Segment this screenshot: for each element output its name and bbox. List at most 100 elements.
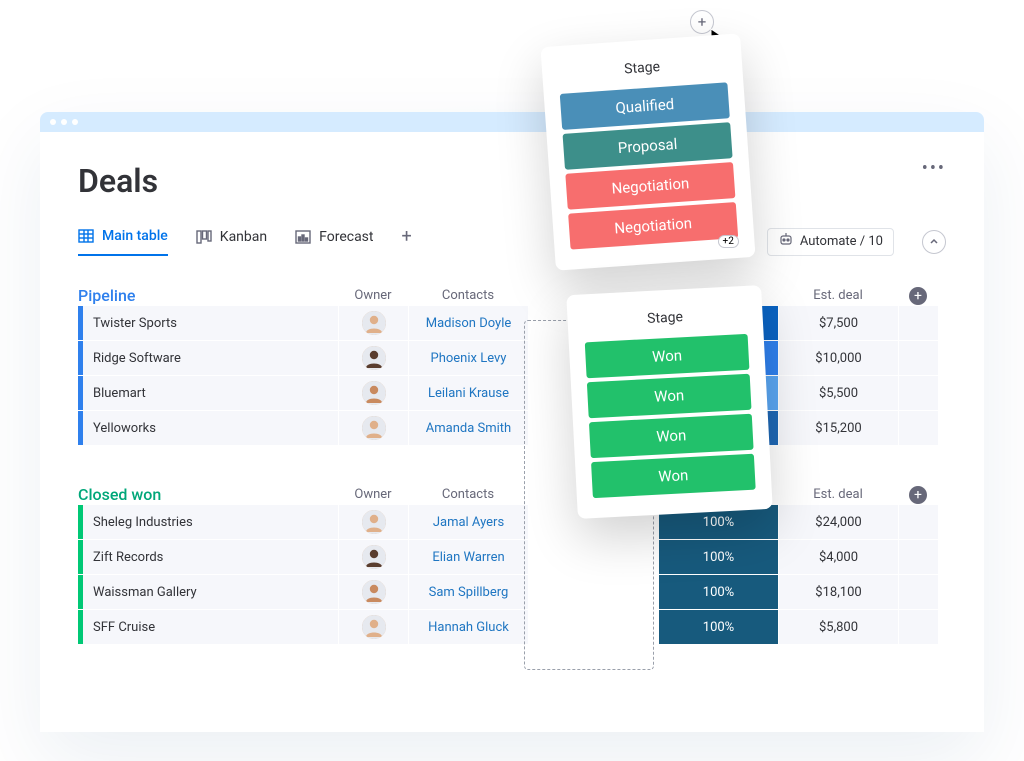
- collapse-button[interactable]: [922, 230, 946, 254]
- robot-icon: [778, 233, 794, 251]
- stage-pill[interactable]: Qualified: [560, 82, 730, 130]
- contact-cell[interactable]: Phoenix Levy: [409, 341, 528, 375]
- stage-pill[interactable]: Won: [585, 334, 750, 378]
- deal-name[interactable]: Twister Sports: [78, 306, 338, 340]
- popover-title: Stage: [558, 54, 727, 82]
- est-deal-cell[interactable]: $15,200: [779, 411, 898, 445]
- est-deal-cell[interactable]: $18,100: [779, 575, 898, 609]
- table-row[interactable]: Zift Records Elian Warren 100% $4,000: [78, 540, 946, 574]
- tab-label: Forecast: [319, 229, 373, 245]
- probability-cell[interactable]: 100%: [659, 540, 778, 574]
- column-est-deal[interactable]: Est. deal: [778, 487, 898, 502]
- table-row[interactable]: Waissman Gallery Sam Spillberg 100% $18,…: [78, 575, 946, 609]
- view-tabs: Main table Kanban Forecast + +2: [78, 226, 946, 258]
- contact-cell[interactable]: Amanda Smith: [409, 411, 528, 445]
- est-deal-cell[interactable]: $5,500: [779, 376, 898, 410]
- avatar: [362, 416, 386, 440]
- owner-cell[interactable]: [339, 610, 408, 644]
- table-row[interactable]: Yelloworks Amanda Smith $15,200: [78, 411, 946, 445]
- contact-link[interactable]: Sam Spillberg: [429, 585, 509, 600]
- row-tail: [899, 341, 938, 375]
- table-row[interactable]: SFF Cruise Hannah Gluck 100% $5,800: [78, 610, 946, 644]
- est-deal-cell[interactable]: $4,000: [779, 540, 898, 574]
- column-est-deal[interactable]: Est. deal: [778, 288, 898, 303]
- owner-cell[interactable]: [339, 341, 408, 375]
- deal-name[interactable]: Zift Records: [78, 540, 338, 574]
- contact-link[interactable]: Leilani Krause: [428, 386, 509, 401]
- column-owner[interactable]: Owner: [338, 487, 408, 502]
- owner-cell[interactable]: [339, 575, 408, 609]
- deal-name[interactable]: Ridge Software: [78, 341, 338, 375]
- stage-pill[interactable]: Won: [591, 454, 756, 498]
- closed-won-title[interactable]: Closed won: [78, 485, 338, 504]
- table-row[interactable]: Twister Sports Madison Doyle $7,500: [78, 306, 946, 340]
- stage-popover-closed[interactable]: Stage WonWonWonWon: [566, 285, 772, 519]
- contact-link[interactable]: Madison Doyle: [426, 316, 512, 331]
- tab-label: Kanban: [220, 229, 267, 245]
- owner-cell[interactable]: [339, 376, 408, 410]
- automate-button[interactable]: Automate / 10: [767, 228, 894, 256]
- avatar: [362, 615, 386, 639]
- row-tail: [899, 575, 938, 609]
- probability-cell[interactable]: 100%: [659, 610, 778, 644]
- pipeline-title[interactable]: Pipeline: [78, 286, 338, 305]
- contact-link[interactable]: Phoenix Levy: [431, 351, 507, 366]
- est-deal-cell[interactable]: $5,800: [779, 610, 898, 644]
- add-column-button[interactable]: +: [909, 287, 927, 305]
- table-row[interactable]: Bluemart Leilani Krause $5,500: [78, 376, 946, 410]
- closed-won-section: Closed won Owner Contacts Close probabil…: [78, 485, 946, 644]
- contact-cell[interactable]: Hannah Gluck: [409, 610, 528, 644]
- tab-main-table[interactable]: Main table: [78, 228, 168, 256]
- deal-name[interactable]: Yelloworks: [78, 411, 338, 445]
- deal-name[interactable]: Waissman Gallery: [78, 575, 338, 609]
- probability-cell[interactable]: 100%: [659, 575, 778, 609]
- contact-link[interactable]: Elian Warren: [432, 550, 504, 565]
- more-menu-icon[interactable]: •••: [922, 158, 946, 179]
- contact-link[interactable]: Jamal Ayers: [433, 515, 504, 530]
- row-tail: [899, 306, 938, 340]
- est-deal-cell[interactable]: $24,000: [779, 505, 898, 539]
- window-dot: [50, 119, 56, 125]
- add-view-button[interactable]: +: [402, 226, 412, 257]
- stage-pill[interactable]: Proposal: [563, 122, 733, 170]
- contact-cell[interactable]: Leilani Krause: [409, 376, 528, 410]
- tab-kanban[interactable]: Kanban: [196, 229, 267, 255]
- column-contacts[interactable]: Contacts: [408, 487, 528, 502]
- deal-name[interactable]: Sheleg Industries: [78, 505, 338, 539]
- add-column-button[interactable]: +: [909, 486, 927, 504]
- avatar: [362, 346, 386, 370]
- contact-cell[interactable]: Jamal Ayers: [409, 505, 528, 539]
- contact-cell[interactable]: Sam Spillberg: [409, 575, 528, 609]
- tab-forecast[interactable]: Forecast: [295, 229, 373, 255]
- stage-pill[interactable]: Won: [589, 414, 754, 458]
- column-owner[interactable]: Owner: [338, 288, 408, 303]
- deal-name[interactable]: SFF Cruise: [78, 610, 338, 644]
- stage-pill[interactable]: Negotiation: [568, 202, 738, 250]
- table-row[interactable]: Sheleg Industries Jamal Ayers 100% $24,0…: [78, 505, 946, 539]
- row-tail: [899, 505, 938, 539]
- stage-pill[interactable]: Negotiation: [565, 162, 735, 210]
- kanban-icon: [196, 229, 212, 245]
- owner-cell[interactable]: [339, 411, 408, 445]
- table-row[interactable]: Ridge Software Phoenix Levy $10,000: [78, 341, 946, 375]
- contact-link[interactable]: Hannah Gluck: [428, 620, 509, 635]
- row-tail: [899, 376, 938, 410]
- row-tail: [899, 540, 938, 574]
- owner-cell[interactable]: [339, 306, 408, 340]
- owner-cell[interactable]: [339, 540, 408, 574]
- est-deal-cell[interactable]: $7,500: [779, 306, 898, 340]
- integrations-count: +2: [718, 235, 739, 248]
- stage-pill[interactable]: Won: [587, 374, 752, 418]
- app-window: ••• Deals Main table Kanban Forecast: [40, 112, 984, 732]
- owner-cell[interactable]: [339, 505, 408, 539]
- est-deal-cell[interactable]: $10,000: [779, 341, 898, 375]
- contact-cell[interactable]: Madison Doyle: [409, 306, 528, 340]
- tab-label: Main table: [102, 228, 168, 244]
- contact-link[interactable]: Amanda Smith: [426, 421, 511, 436]
- pipeline-section: Pipeline Owner Contacts Est. deal + Twis…: [78, 286, 946, 445]
- column-contacts[interactable]: Contacts: [408, 288, 528, 303]
- deal-name[interactable]: Bluemart: [78, 376, 338, 410]
- avatar: [362, 311, 386, 335]
- contact-cell[interactable]: Elian Warren: [409, 540, 528, 574]
- window-dot: [61, 119, 67, 125]
